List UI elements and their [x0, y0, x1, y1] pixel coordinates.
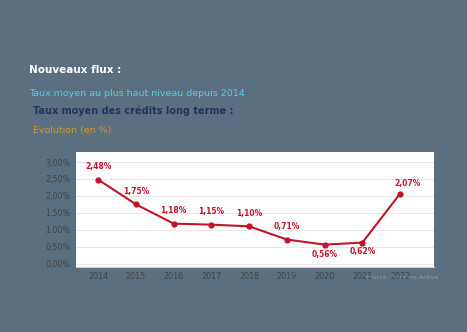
Text: 0,71%: 0,71%	[274, 222, 300, 231]
Text: Source : Finance Active: Source : Finance Active	[365, 275, 439, 280]
Text: 2,07%: 2,07%	[394, 179, 420, 188]
Text: Nouveaux flux :: Nouveaux flux :	[28, 65, 121, 75]
Text: 0,62%: 0,62%	[349, 247, 375, 257]
Text: 0,56%: 0,56%	[311, 250, 338, 259]
Text: 2,48%: 2,48%	[85, 162, 112, 171]
Text: 1,15%: 1,15%	[198, 207, 225, 216]
Text: 1,75%: 1,75%	[123, 187, 149, 196]
Text: Taux moyen au plus haut niveau depuis 2014: Taux moyen au plus haut niveau depuis 20…	[28, 89, 244, 98]
Text: Taux moyen des crédits long terme :: Taux moyen des crédits long terme :	[33, 106, 234, 116]
Text: 1,18%: 1,18%	[161, 206, 187, 215]
Text: 1,10%: 1,10%	[236, 209, 262, 218]
Text: Evolution (en %): Evolution (en %)	[33, 126, 111, 135]
